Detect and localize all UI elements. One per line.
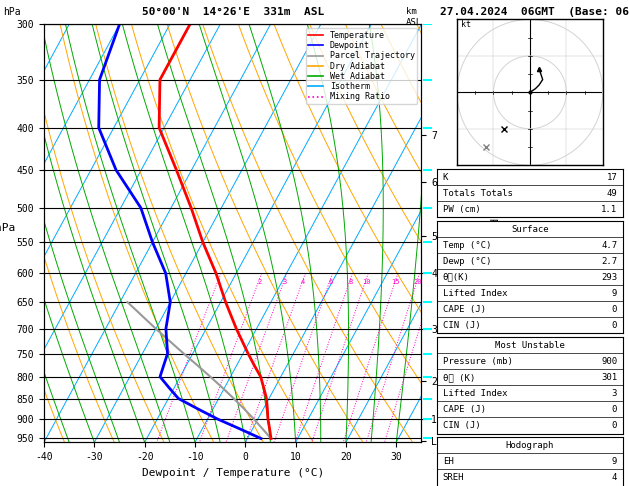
Text: 0: 0 (612, 321, 617, 330)
Text: 20: 20 (413, 279, 422, 285)
Text: 50°00'N  14°26'E  331m  ASL: 50°00'N 14°26'E 331m ASL (142, 7, 324, 17)
Text: 4: 4 (301, 279, 305, 285)
Text: km
ASL: km ASL (406, 7, 422, 27)
Text: 0: 0 (612, 421, 617, 430)
Text: 2: 2 (257, 279, 262, 285)
Text: 17: 17 (606, 173, 617, 182)
Text: CAPE (J): CAPE (J) (443, 405, 486, 414)
Legend: Temperature, Dewpoint, Parcel Trajectory, Dry Adiabat, Wet Adiabat, Isotherm, Mi: Temperature, Dewpoint, Parcel Trajectory… (306, 29, 417, 104)
Text: 27.04.2024  06GMT  (Base: 06): 27.04.2024 06GMT (Base: 06) (440, 7, 629, 17)
Text: 4: 4 (612, 473, 617, 482)
Text: Most Unstable: Most Unstable (495, 341, 565, 350)
Text: 900: 900 (601, 357, 617, 366)
Text: Pressure (mb): Pressure (mb) (443, 357, 513, 366)
Text: 9: 9 (612, 289, 617, 298)
Text: 8: 8 (348, 279, 352, 285)
Y-axis label: hPa: hPa (0, 223, 16, 233)
Text: 4.7: 4.7 (601, 241, 617, 250)
Text: 10: 10 (362, 279, 370, 285)
Text: θᴄ (K): θᴄ (K) (443, 373, 475, 382)
Text: K: K (443, 173, 448, 182)
Text: 1.1: 1.1 (601, 205, 617, 214)
Text: Lifted Index: Lifted Index (443, 389, 507, 398)
X-axis label: Dewpoint / Temperature (°C): Dewpoint / Temperature (°C) (142, 468, 324, 478)
Text: EH: EH (443, 457, 454, 466)
Text: 0: 0 (612, 305, 617, 314)
Text: θᴄ(K): θᴄ(K) (443, 273, 470, 282)
Text: 49: 49 (606, 189, 617, 198)
Text: 6: 6 (328, 279, 332, 285)
Y-axis label: Mixing Ratio (g/kg): Mixing Ratio (g/kg) (487, 177, 498, 289)
Text: Surface: Surface (511, 225, 548, 234)
Text: hPa: hPa (3, 7, 21, 17)
Text: Lifted Index: Lifted Index (443, 289, 507, 298)
Text: CIN (J): CIN (J) (443, 321, 481, 330)
Text: Dewp (°C): Dewp (°C) (443, 257, 491, 266)
Text: 301: 301 (601, 373, 617, 382)
Text: CIN (J): CIN (J) (443, 421, 481, 430)
Text: SREH: SREH (443, 473, 464, 482)
Text: 1: 1 (216, 279, 221, 285)
Text: 0: 0 (612, 405, 617, 414)
Text: CAPE (J): CAPE (J) (443, 305, 486, 314)
Text: 3: 3 (282, 279, 287, 285)
Text: 2.7: 2.7 (601, 257, 617, 266)
Text: PW (cm): PW (cm) (443, 205, 481, 214)
Text: 3: 3 (612, 389, 617, 398)
Text: kt: kt (460, 20, 470, 29)
Text: 15: 15 (392, 279, 400, 285)
Text: Hodograph: Hodograph (506, 441, 554, 450)
Text: 293: 293 (601, 273, 617, 282)
Text: Temp (°C): Temp (°C) (443, 241, 491, 250)
Text: Totals Totals: Totals Totals (443, 189, 513, 198)
Text: 9: 9 (612, 457, 617, 466)
